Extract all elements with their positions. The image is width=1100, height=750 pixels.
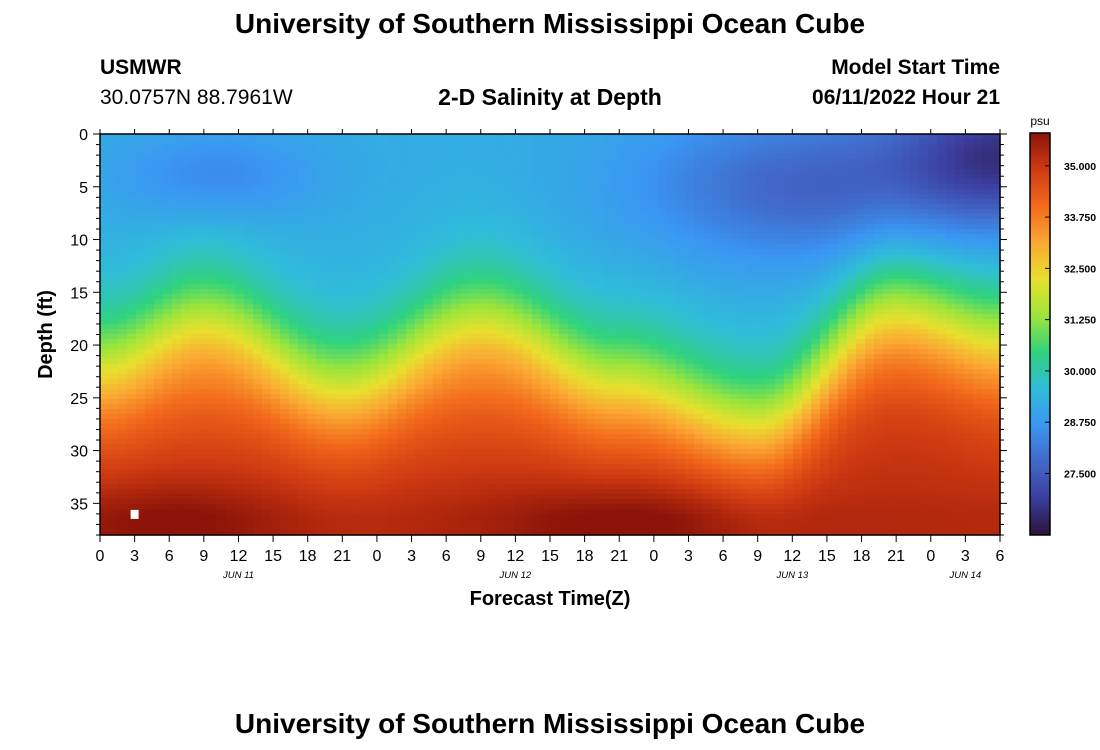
station-coordinates: 30.0757N 88.7961W: [100, 86, 293, 109]
colorbar-tick-label: 33.750: [1064, 212, 1096, 224]
x-tick-label: 9: [753, 548, 762, 565]
model-start-label: Model Start Time: [831, 56, 1000, 79]
x-tick-label: 21: [333, 548, 351, 565]
y-tick-label: 20: [70, 338, 88, 355]
y-tick-label: 25: [70, 391, 88, 408]
x-tick-label: 15: [264, 548, 282, 565]
x-tick-label: 3: [407, 548, 416, 565]
y-tick-label: 10: [70, 233, 88, 250]
x-tick-label: 3: [961, 548, 970, 565]
colorbar-tick-label: 35.000: [1064, 161, 1096, 173]
heatmap-field: [100, 134, 1001, 536]
y-axis: 0 5 10 15 20 25 30 35: [70, 127, 1007, 536]
date-label: JUN 12: [499, 570, 532, 581]
colorbar: psu 35.000 33.750 32.500 31.250 30.000 28.750…: [1029, 114, 1096, 536]
chart-title: 2-D Salinity at Depth: [438, 84, 662, 110]
x-tick-label: 0: [96, 548, 105, 565]
x-tick-label: 3: [684, 548, 693, 565]
x-tick-label: 12: [783, 548, 801, 565]
footer-title: University of Southern Mississippi Ocean…: [234, 708, 866, 739]
date-label: JUN 14: [949, 570, 982, 581]
colorbar-tick-label: 30.000: [1064, 366, 1096, 378]
y-tick-label: 15: [70, 285, 88, 302]
x-tick-label: 12: [230, 548, 248, 565]
x-tick-label: 15: [541, 548, 559, 565]
x-tick-label: 0: [926, 548, 935, 565]
colorbar-tick-label: 32.500: [1064, 263, 1096, 275]
station-name: USMWR: [100, 56, 182, 79]
x-tick-label: 3: [130, 548, 139, 565]
y-tick-label: 30: [70, 444, 88, 461]
x-tick-label: 9: [476, 548, 485, 565]
x-axis: 0 3 6 9 12 15 18 21 0 3 6 9 12 15 18 21 0 3 6 9 12 15 18 21 0 3 6 J…: [96, 129, 1005, 581]
main-title: University of Southern Mississippi Ocean…: [234, 8, 866, 39]
x-tick-label: 12: [506, 548, 524, 565]
x-tick-label: 21: [887, 548, 905, 565]
x-tick-label: 18: [576, 548, 594, 565]
x-tick-label: 0: [649, 548, 658, 565]
colorbar-tick-label: 28.750: [1064, 417, 1096, 429]
x-tick-label: 15: [818, 548, 836, 565]
x-tick-label: 18: [853, 548, 871, 565]
model-start-value: 06/11/2022 Hour 21: [812, 86, 1000, 109]
y-tick-label: 5: [79, 180, 88, 197]
colorbar-ticks: 35.000 33.750 32.500 31.250 30.000 28.750 27.5…: [1045, 161, 1096, 480]
x-axis-label: Forecast Time(Z): [470, 588, 631, 610]
x-tick-label: 0: [372, 548, 381, 565]
y-axis-label: Depth (ft): [35, 290, 57, 379]
colorbar-scale: [1029, 132, 1051, 536]
colorbar-tick-label: 27.500: [1064, 468, 1096, 480]
x-tick-label: 6: [719, 548, 728, 565]
x-tick-label: 18: [299, 548, 317, 565]
colorbar-tick-label: 31.250: [1064, 315, 1096, 327]
date-label: JUN 13: [775, 570, 808, 581]
x-tick-label: 21: [610, 548, 628, 565]
y-tick-label: 0: [79, 127, 88, 144]
date-label: JUN 11: [222, 570, 254, 581]
x-tick-label: 6: [442, 548, 451, 565]
colorbar-units: psu: [1030, 114, 1049, 128]
x-tick-label: 6: [996, 548, 1005, 565]
y-tick-label: 35: [70, 496, 88, 513]
x-tick-label: 9: [199, 548, 208, 565]
station-marker: [130, 509, 139, 519]
x-tick-label: 6: [165, 548, 174, 565]
